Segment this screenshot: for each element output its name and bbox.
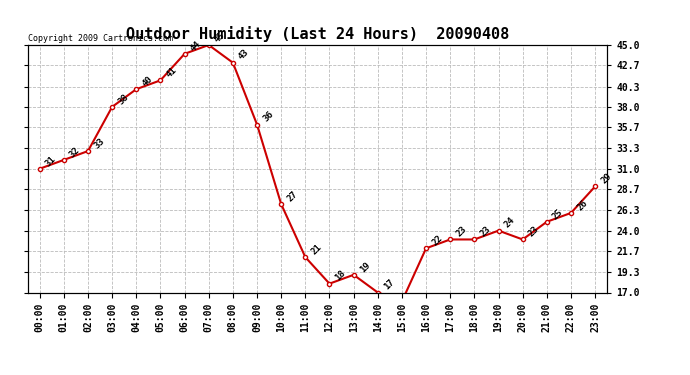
Text: 31: 31 bbox=[44, 154, 58, 168]
Text: 19: 19 bbox=[358, 260, 372, 274]
Text: 38: 38 bbox=[117, 92, 130, 106]
Text: 44: 44 bbox=[189, 39, 203, 53]
Text: 23: 23 bbox=[479, 225, 493, 238]
Text: 23: 23 bbox=[455, 225, 469, 238]
Text: 33: 33 bbox=[92, 136, 106, 150]
Text: 43: 43 bbox=[237, 48, 251, 62]
Text: 26: 26 bbox=[575, 198, 589, 212]
Text: 17: 17 bbox=[382, 278, 396, 292]
Text: 41: 41 bbox=[165, 66, 179, 80]
Text: 24: 24 bbox=[503, 216, 517, 230]
Text: 36: 36 bbox=[262, 110, 275, 124]
Text: 21: 21 bbox=[310, 242, 324, 256]
Text: 29: 29 bbox=[600, 172, 613, 186]
Text: Copyright 2009 Cartronics.com: Copyright 2009 Cartronics.com bbox=[28, 33, 172, 42]
Text: 40: 40 bbox=[141, 75, 155, 88]
Text: 18: 18 bbox=[334, 269, 348, 283]
Text: 16: 16 bbox=[0, 374, 1, 375]
Text: 27: 27 bbox=[286, 189, 299, 203]
Text: 22: 22 bbox=[431, 234, 444, 248]
Text: 25: 25 bbox=[551, 207, 565, 221]
Title: Outdoor Humidity (Last 24 Hours)  20090408: Outdoor Humidity (Last 24 Hours) 2009040… bbox=[126, 27, 509, 42]
Text: 45: 45 bbox=[213, 30, 227, 44]
Text: 23: 23 bbox=[527, 225, 541, 238]
Text: 32: 32 bbox=[68, 145, 82, 159]
